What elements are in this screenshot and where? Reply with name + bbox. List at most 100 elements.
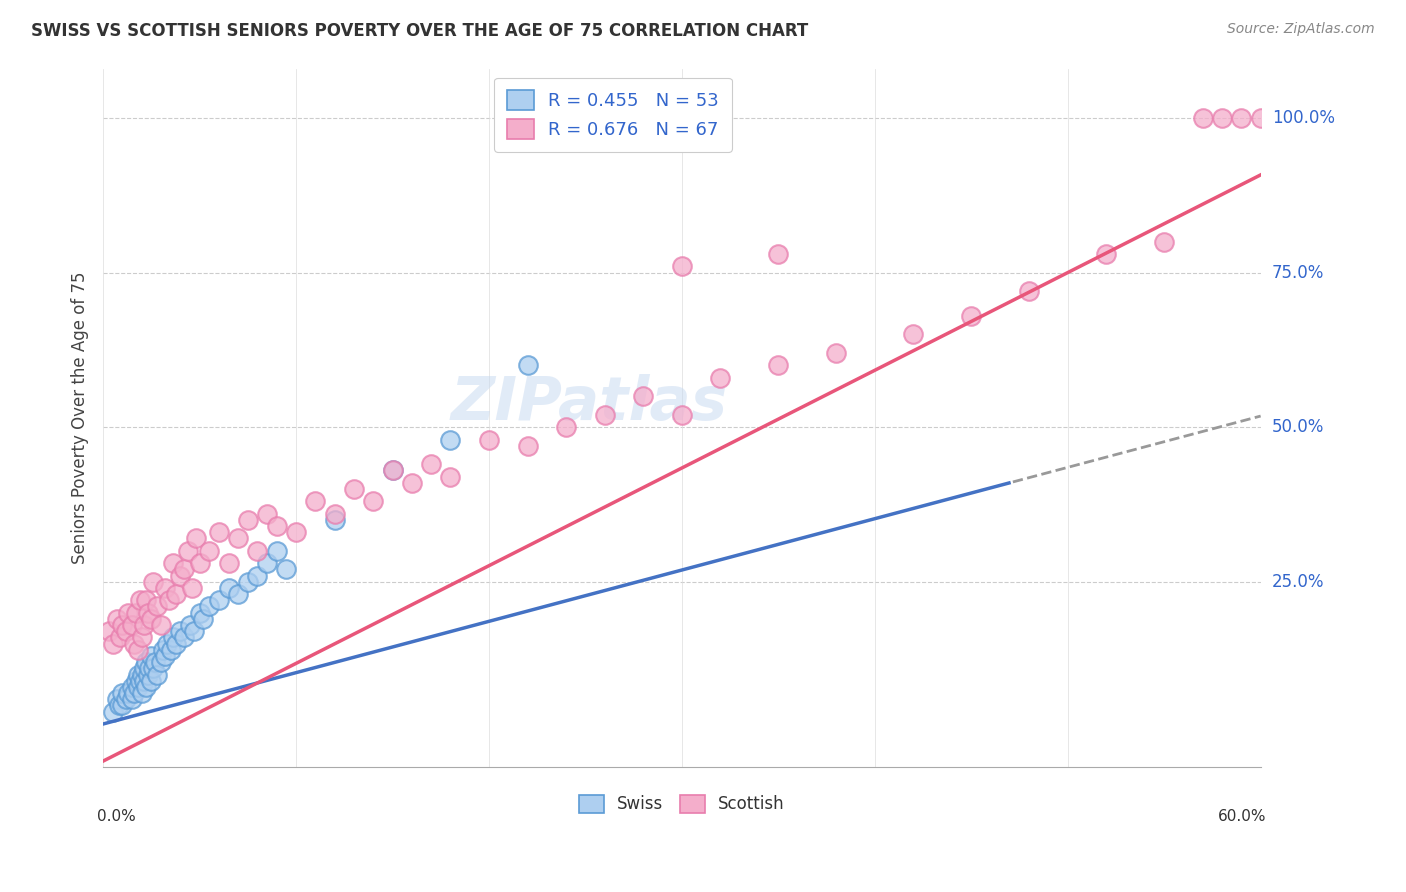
Point [141,648,163,663]
Point [141,612,163,626]
Point [127,642,149,657]
Point [256,556,278,570]
Point [1230,111,1253,125]
Point [111,618,134,632]
Text: ZIPatlas: ZIPatlas [451,375,728,434]
Text: 50.0%: 50.0% [1272,418,1324,436]
Text: 0.0%: 0.0% [97,809,136,824]
Point [276,562,298,576]
Point [122,637,145,651]
Point [179,618,201,632]
Point [633,389,655,403]
Point [768,247,790,261]
Point [150,655,173,669]
Point [138,661,160,675]
Point [188,606,211,620]
Point [198,544,221,558]
Point [671,408,693,422]
Point [150,618,173,632]
Point [107,698,129,713]
Point [143,655,166,669]
Point [323,507,346,521]
Point [246,544,269,558]
Point [110,631,132,645]
Point [162,556,184,570]
Point [180,581,202,595]
Point [593,408,616,422]
Point [671,260,693,274]
Point [117,606,139,620]
Point [246,568,269,582]
Point [128,593,150,607]
Point [709,370,731,384]
Point [101,705,124,719]
Point [105,692,128,706]
Point [132,661,155,675]
Point [162,631,184,645]
Point [1250,111,1272,125]
Point [236,513,259,527]
Point [555,420,578,434]
Point [136,606,159,620]
Point [131,686,153,700]
Point [1153,235,1175,249]
Point [122,686,145,700]
Point [218,556,240,570]
Point [177,544,200,558]
Point [236,574,259,589]
Point [146,599,169,614]
Point [159,642,181,657]
Point [208,593,231,607]
Point [153,581,176,595]
Point [169,624,191,639]
Point [132,673,155,688]
Point [218,581,240,595]
Point [156,637,179,651]
Point [121,618,143,632]
Point [825,346,848,360]
Point [226,587,249,601]
Text: 60.0%: 60.0% [1218,809,1267,824]
Point [266,544,288,558]
Point [157,593,180,607]
Point [142,574,165,589]
Point [135,655,157,669]
Point [121,680,143,694]
Point [1018,284,1040,298]
Point [226,532,249,546]
Point [125,673,148,688]
Point [439,433,461,447]
Point [128,673,150,688]
Point [117,686,139,700]
Point [439,469,461,483]
Text: 25.0%: 25.0% [1272,573,1324,591]
Point [142,661,165,675]
Point [121,692,143,706]
Point [381,463,404,477]
Point [198,599,221,614]
Point [173,631,195,645]
Point [132,618,155,632]
Point [141,673,163,688]
Point [135,593,157,607]
Point [960,309,983,323]
Point [127,680,149,694]
Point [115,624,138,639]
Point [105,612,128,626]
Point [903,327,925,342]
Point [135,680,157,694]
Point [516,439,538,453]
Point [285,525,308,540]
Point [188,556,211,570]
Point [131,667,153,681]
Point [97,624,120,639]
Point [478,433,501,447]
Point [165,587,187,601]
Point [146,667,169,681]
Point [401,475,423,490]
Point [101,637,124,651]
Point [183,624,205,639]
Point [115,692,138,706]
Text: 100.0%: 100.0% [1272,109,1334,127]
Point [111,698,134,713]
